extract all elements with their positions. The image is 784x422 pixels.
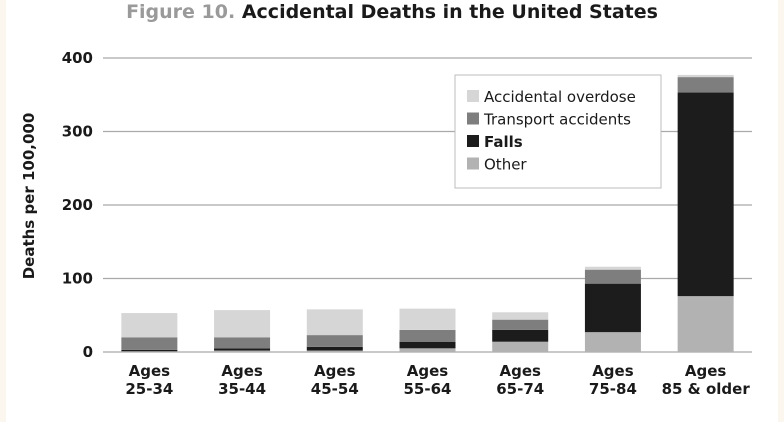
- bar-stack: [399, 308, 456, 352]
- chart-title: Figure 10. Accidental Deaths in the Unit…: [0, 0, 784, 26]
- x-axis-labels: Ages25-34Ages35-44Ages45-54Ages55-64Ages…: [125, 362, 750, 398]
- x-category-label: 85 & older: [662, 380, 751, 398]
- bar-segment-other: [677, 296, 734, 352]
- bar-segment-accidental-overdose: [492, 312, 549, 320]
- bar-segment-falls: [677, 92, 734, 297]
- bar-segment-accidental-overdose: [306, 309, 363, 336]
- bar-segment-accidental-overdose: [584, 266, 641, 270]
- y-tick-label: 400: [62, 49, 93, 67]
- bar-stack: [121, 313, 178, 352]
- bar-segment-transport-accidents: [677, 77, 734, 93]
- bar-segment-accidental-overdose: [677, 74, 734, 78]
- bar-segment-other: [492, 341, 549, 352]
- y-axis-label: Deaths per 100,000: [20, 113, 38, 280]
- y-tick-label: 0: [83, 343, 93, 361]
- bar-segment-accidental-overdose: [399, 308, 456, 330]
- y-tick-label: 300: [62, 123, 93, 141]
- legend-label-accidental-overdose: Accidental overdose: [484, 88, 636, 106]
- x-category-label: 75-84: [589, 380, 637, 398]
- bar-stack: [584, 266, 641, 352]
- bar-segment-falls: [584, 283, 641, 333]
- x-category-label: Ages: [314, 362, 356, 380]
- y-tick-label: 100: [62, 270, 93, 288]
- bar-segment-transport-accidents: [214, 337, 271, 349]
- bar-segment-accidental-overdose: [121, 313, 178, 338]
- legend-label-transport-accidents: Transport accidents: [483, 111, 631, 129]
- legend-swatch-other: [467, 157, 479, 170]
- legend-swatch-falls: [467, 135, 479, 147]
- x-category-label: 65-74: [496, 380, 544, 398]
- bar-segment-falls: [492, 329, 549, 342]
- legend-swatch-transport-accidents: [467, 112, 479, 125]
- x-category-label: 25-34: [125, 380, 173, 398]
- bar-stack: [306, 309, 363, 352]
- y-tick-label: 200: [62, 196, 93, 214]
- bar-stack: [492, 312, 549, 352]
- bar-segment-falls: [121, 349, 178, 352]
- bar-stack: [214, 310, 271, 352]
- bar-segment-other: [584, 332, 641, 352]
- x-category-label: Ages: [499, 362, 541, 380]
- bar-segment-transport-accidents: [399, 329, 456, 342]
- bar-segment-transport-accidents: [492, 319, 549, 330]
- y-axis-ticks: 0 100 200 300 400: [62, 49, 93, 361]
- legend: Accidental overdose Transport accidents Fa…: [454, 74, 662, 189]
- bar-segment-other: [399, 348, 456, 352]
- bar-stack: [677, 74, 734, 352]
- bar-segment-accidental-overdose: [214, 310, 271, 338]
- bar-stacks: [121, 74, 734, 352]
- bar-segment-transport-accidents: [584, 269, 641, 284]
- x-category-label: Ages: [685, 362, 727, 380]
- x-category-label: 55-64: [404, 380, 452, 398]
- x-category-label: Ages: [407, 362, 449, 380]
- bar-segment-transport-accidents: [306, 335, 363, 347]
- legend-swatch-accidental-overdose: [467, 90, 479, 102]
- x-category-label: Ages: [221, 362, 263, 380]
- bar-segment-falls: [306, 346, 363, 351]
- x-category-label: Ages: [592, 362, 634, 380]
- legend-label-falls: Falls: [484, 133, 523, 151]
- figure-number: Figure 10.: [126, 1, 236, 23]
- bar-segment-other: [121, 351, 178, 352]
- bar-segment-other: [306, 350, 363, 352]
- bar-segment-falls: [399, 341, 456, 349]
- x-category-label: 35-44: [218, 380, 266, 398]
- x-category-label: Ages: [129, 362, 171, 380]
- bar-segment-falls: [214, 348, 271, 351]
- bar-segment-other: [214, 350, 271, 352]
- legend-label-other: Other: [484, 156, 527, 174]
- x-category-label: 45-54: [311, 380, 359, 398]
- bar-segment-transport-accidents: [121, 337, 178, 350]
- legend-box: [454, 74, 662, 189]
- figure-title: Accidental Deaths in the United States: [241, 1, 658, 23]
